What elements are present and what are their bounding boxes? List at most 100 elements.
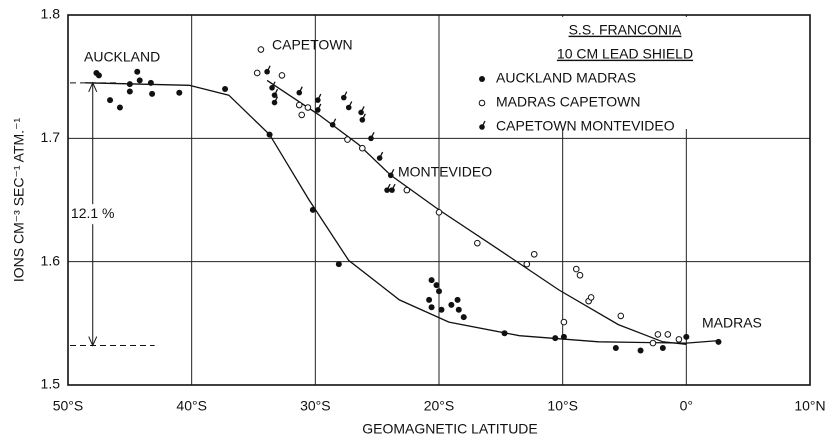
- x-tick-label: 10°S: [547, 398, 578, 414]
- point: [271, 88, 279, 98]
- point: [304, 104, 312, 111]
- point-tick: [317, 93, 322, 101]
- point: [257, 46, 265, 53]
- point: [126, 81, 133, 88]
- y-axis-label: IONS CM⁻³ SEC⁻¹ ATM.⁻¹: [11, 118, 27, 283]
- point: [253, 69, 261, 77]
- point: [649, 339, 657, 347]
- plot-frame: [67, 14, 811, 386]
- point: [340, 91, 348, 101]
- point: [264, 65, 271, 75]
- point: [659, 345, 666, 351]
- point: [664, 331, 672, 338]
- point: [455, 306, 462, 313]
- annotation: MONTEVIDEO: [398, 164, 492, 180]
- point: [426, 296, 433, 303]
- point: [335, 261, 342, 268]
- point: [359, 144, 366, 152]
- point: [403, 186, 411, 194]
- fit-curve: [266, 79, 687, 345]
- point: [266, 131, 273, 138]
- legend-box: [470, 17, 808, 129]
- x-tick-label: 0°: [680, 398, 693, 414]
- point: [136, 77, 143, 84]
- point: [315, 103, 322, 113]
- point: [436, 288, 442, 295]
- point: [359, 113, 366, 123]
- point: [309, 206, 316, 213]
- point-tick: [481, 120, 486, 128]
- point: [683, 333, 690, 340]
- point-tick: [370, 132, 375, 139]
- point-tick: [298, 86, 303, 93]
- x-tick-label: 40°S: [176, 398, 207, 414]
- point-tick: [273, 96, 279, 103]
- point: [576, 271, 584, 279]
- point: [560, 318, 568, 326]
- point-tick: [386, 183, 391, 191]
- x-tick-label: 30°S: [300, 398, 331, 414]
- point: [315, 93, 322, 103]
- label-bg: [62, 204, 123, 225]
- point: [329, 118, 337, 128]
- point-tick: [379, 151, 384, 159]
- point: [530, 250, 538, 258]
- point: [560, 333, 567, 340]
- legend-marker: [479, 76, 485, 82]
- difference-label: 12.1 %: [71, 205, 115, 221]
- point-tick: [266, 65, 271, 73]
- annotation: MADRAS: [702, 315, 762, 331]
- point: [345, 101, 353, 111]
- legend-subtitle: 10 CM LEAD SHIELD: [557, 46, 693, 62]
- legend-label: MADRAS CAPETOWN: [496, 94, 640, 110]
- annotation: CAPETOWN: [272, 37, 353, 53]
- y-tick-label: 1.7: [41, 129, 61, 145]
- legend-label: CAPETOWN MONTEVIDEO: [496, 118, 675, 134]
- point-tick: [343, 91, 348, 98]
- point-tick: [360, 106, 365, 113]
- point: [654, 331, 662, 338]
- fit-curve: [85, 82, 719, 344]
- point: [438, 306, 445, 313]
- point: [295, 101, 303, 109]
- legend-marker: [479, 120, 486, 130]
- point-tick: [332, 118, 337, 126]
- point-tick: [273, 88, 279, 96]
- point: [715, 338, 722, 345]
- point: [358, 106, 365, 116]
- annotation: AUCKLAND: [84, 49, 160, 65]
- point: [107, 97, 114, 104]
- x-tick-label: 10°N: [794, 398, 825, 414]
- legend-marker: [478, 99, 486, 107]
- point: [147, 79, 154, 86]
- point: [523, 260, 531, 268]
- point: [675, 336, 683, 343]
- point: [298, 111, 306, 119]
- point: [278, 72, 286, 79]
- point: [448, 301, 455, 308]
- point: [384, 183, 391, 193]
- point-tick: [391, 183, 396, 191]
- point: [296, 86, 303, 96]
- point: [587, 294, 595, 301]
- point: [176, 89, 183, 96]
- point-tick: [361, 113, 366, 121]
- point: [612, 345, 619, 351]
- point: [387, 169, 395, 179]
- point: [95, 72, 102, 79]
- point: [389, 183, 396, 193]
- point: [501, 330, 508, 337]
- legend-label: AUCKLAND MADRAS: [496, 70, 636, 86]
- x-axis-label: GEOMAGNETIC LATITUDE: [362, 421, 538, 437]
- point: [269, 81, 276, 91]
- x-tick-label: 20°S: [424, 398, 455, 414]
- legend-title: S.S. FRANCONIA: [569, 22, 682, 38]
- point: [222, 86, 229, 92]
- point: [116, 104, 123, 111]
- point: [435, 209, 443, 216]
- point: [344, 136, 351, 143]
- point: [376, 151, 384, 161]
- point: [572, 265, 580, 273]
- point: [474, 239, 481, 247]
